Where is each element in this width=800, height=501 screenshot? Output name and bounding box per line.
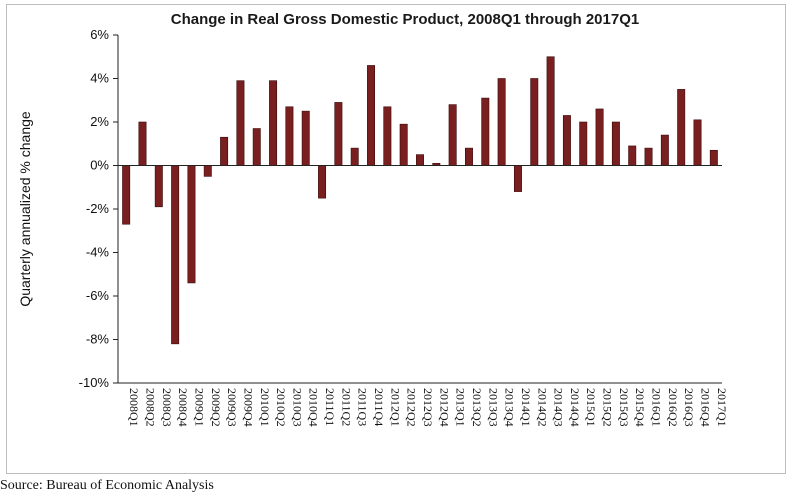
x-tick-label: 2016Q3 <box>682 388 696 427</box>
x-tick-label: 2008Q1 <box>127 388 141 427</box>
chart-frame: Change in Real Gross Domestic Product, 2… <box>6 4 786 474</box>
bar-2009Q2 <box>203 165 212 177</box>
bar-2014Q4 <box>562 115 571 166</box>
y-tick-label: 2% <box>90 114 109 129</box>
y-tick-label: 6% <box>90 27 109 42</box>
bar-2012Q3 <box>416 154 424 166</box>
y-axis-ticks: 6% 4% 2% 0% -2% -4% -6% -8% -10% <box>79 27 118 390</box>
x-tick-label: 2014Q3 <box>552 388 566 427</box>
x-tick-label: 2012Q2 <box>405 388 419 427</box>
bar-2014Q1 <box>513 165 522 192</box>
y-tick-label: 0% <box>90 158 109 173</box>
x-tick-label: 2012Q4 <box>437 388 451 427</box>
x-tick-label: 2013Q3 <box>486 388 500 427</box>
x-tick-label: 2015Q4 <box>633 388 647 427</box>
bar-2011Q3 <box>350 147 359 166</box>
y-tick-label: -6% <box>86 288 110 303</box>
x-tick-label: 2016Q2 <box>666 388 680 427</box>
y-axis-label: Quarterly annualized % change <box>17 111 33 307</box>
chart: Change in Real Gross Domestic Product, 2… <box>17 11 729 427</box>
bar-2010Q1 <box>252 128 261 166</box>
bar-2015Q4 <box>628 145 637 166</box>
x-tick-label: 2009Q4 <box>241 388 255 427</box>
x-tick-label: 2008Q3 <box>160 388 174 427</box>
x-tick-label: 2009Q3 <box>225 388 239 427</box>
x-tick-label: 2010Q4 <box>307 388 321 427</box>
bar-2016Q4 <box>693 119 702 166</box>
bar-2008Q3 <box>154 165 163 208</box>
x-tick-label: 2010Q3 <box>290 388 304 427</box>
x-tick-label: 2013Q4 <box>503 388 517 427</box>
x-tick-label: 2011Q3 <box>356 388 370 426</box>
x-tick-label: 2011Q1 <box>323 388 337 426</box>
x-tick-label: 2013Q2 <box>470 388 484 427</box>
bar-2013Q2 <box>464 147 473 166</box>
x-tick-label: 2016Q4 <box>699 388 713 427</box>
bar-2008Q2 <box>138 121 147 166</box>
bar-2009Q4 <box>236 80 245 166</box>
bar-2016Q2 <box>660 134 669 166</box>
bar-2014Q3 <box>546 56 555 166</box>
chart-title: Change in Real Gross Domestic Product, 2… <box>171 11 639 28</box>
bar-2012Q1 <box>383 106 392 166</box>
bar-2011Q4 <box>367 65 376 166</box>
x-axis-ticks: 2008Q1 2008Q2 2008Q3 2008Q4 2009Q1 2009Q2 2009… <box>127 388 729 427</box>
x-tick-label: 2015Q3 <box>617 388 631 427</box>
x-tick-label: 2017Q1 <box>715 388 729 427</box>
y-tick-label: 4% <box>90 71 109 86</box>
bar-2011Q1 <box>318 165 327 199</box>
bar-2008Q4 <box>171 165 180 345</box>
x-tick-label: 2008Q2 <box>143 388 157 427</box>
bar-2017Q1 <box>709 149 718 166</box>
y-tick-label: -10% <box>79 375 110 390</box>
x-tick-label: 2011Q4 <box>372 388 386 426</box>
axes <box>117 35 722 384</box>
bar-2013Q1 <box>448 104 457 166</box>
bar-2013Q3 <box>481 97 490 166</box>
bar-2016Q3 <box>677 89 686 166</box>
x-tick-label: 2012Q1 <box>388 388 402 427</box>
x-tick-label: 2014Q2 <box>535 388 549 427</box>
y-tick-label: -2% <box>86 201 110 216</box>
x-tick-label: 2015Q1 <box>584 388 598 427</box>
x-tick-label: 2009Q2 <box>209 388 223 427</box>
bar-2013Q4 <box>497 78 506 166</box>
x-tick-label: 2014Q1 <box>519 388 533 427</box>
x-tick-label: 2012Q3 <box>421 388 435 427</box>
bar-2015Q3 <box>611 121 620 166</box>
bar-2016Q1 <box>644 147 653 166</box>
y-tick-label: -8% <box>86 332 110 347</box>
x-tick-label: 2010Q1 <box>258 388 272 427</box>
x-tick-label: 2014Q4 <box>568 388 582 427</box>
bar-2015Q2 <box>595 108 604 166</box>
x-tick-label: 2010Q2 <box>274 388 288 427</box>
x-tick-label: 2013Q1 <box>454 388 468 427</box>
bars <box>122 56 718 345</box>
x-tick-label: 2008Q4 <box>176 388 190 427</box>
x-tick-label: 2016Q1 <box>650 388 664 427</box>
bar-2008Q1 <box>122 165 131 225</box>
x-tick-label: 2011Q2 <box>339 388 353 426</box>
bar-2010Q2 <box>269 80 278 166</box>
bar-2009Q1 <box>187 165 196 284</box>
bar-2011Q2 <box>334 102 343 166</box>
source-note: Source: Bureau of Economic Analysis <box>0 478 214 493</box>
bar-2014Q2 <box>530 78 539 166</box>
bar-2012Q2 <box>399 123 408 166</box>
x-tick-label: 2009Q1 <box>192 388 206 427</box>
y-tick-label: -4% <box>86 245 110 260</box>
bar-2010Q4 <box>301 110 310 166</box>
bar-2015Q1 <box>579 121 588 166</box>
bar-2010Q3 <box>285 106 294 166</box>
bar-2009Q3 <box>220 136 229 166</box>
x-tick-label: 2015Q2 <box>601 388 615 427</box>
